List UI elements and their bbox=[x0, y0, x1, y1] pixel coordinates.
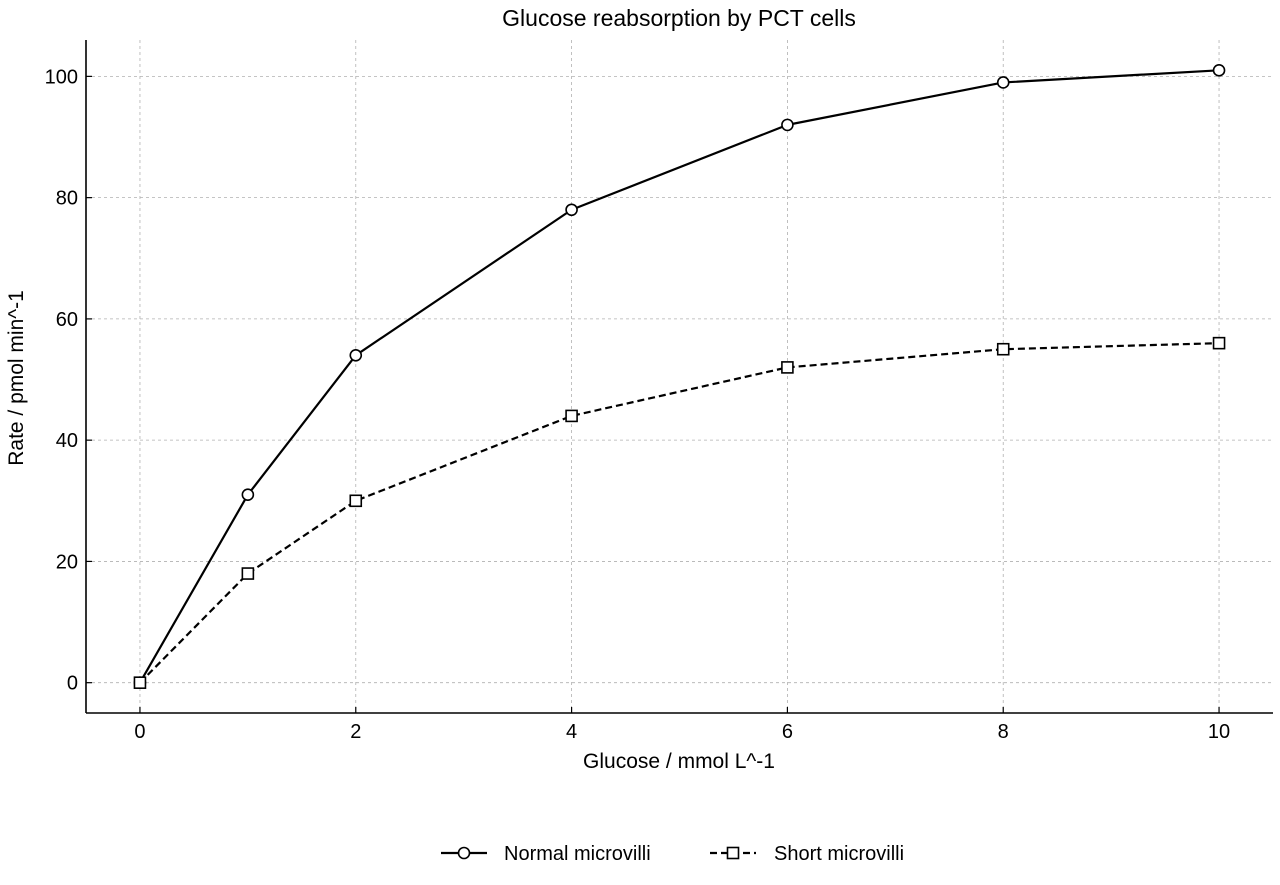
data-point-normal-microvilli bbox=[781, 118, 794, 132]
legend-item-normal-microvilli: Normal microvilli bbox=[441, 843, 651, 865]
y-tick-label: 80 bbox=[56, 188, 78, 210]
data-point-normal-microvilli bbox=[241, 488, 255, 502]
x-tick-label: 8 bbox=[998, 721, 1009, 743]
x-tick-label: 0 bbox=[134, 721, 145, 743]
x-tick-label: 4 bbox=[566, 721, 577, 743]
data-point-short-microvilli bbox=[996, 342, 1010, 356]
data-point-normal-microvilli bbox=[996, 76, 1010, 89]
x-axis-label: Glucose / mmol L^-1 bbox=[583, 750, 775, 773]
series-layer bbox=[133, 64, 1226, 689]
data-point-short-microvilli bbox=[1212, 336, 1226, 350]
legend-marker-short-microvilli bbox=[726, 846, 740, 860]
series-short-microvilli bbox=[133, 336, 1226, 689]
data-point-short-microvilli bbox=[781, 361, 794, 374]
grid bbox=[86, 40, 1273, 713]
legend-item-short-microvilli: Short microvilli bbox=[710, 843, 904, 865]
y-axis-label: Rate / pmol min^-1 bbox=[5, 290, 28, 466]
x-tick-label: 2 bbox=[350, 721, 361, 743]
legend: Normal microvilli Short microvilli bbox=[441, 843, 904, 865]
data-point-normal-microvilli bbox=[1212, 64, 1226, 77]
y-tick-label: 100 bbox=[45, 66, 78, 88]
series-line-normal-microvilli bbox=[139, 69, 1220, 684]
legend-marker-normal-microvilli bbox=[457, 846, 471, 860]
data-point-short-microvilli bbox=[349, 494, 363, 508]
y-tick-label: 20 bbox=[56, 551, 78, 573]
data-point-normal-microvilli bbox=[349, 348, 363, 362]
data-point-normal-microvilli bbox=[565, 203, 578, 217]
y-tick-label: 60 bbox=[56, 309, 78, 331]
data-point-short-microvilli bbox=[565, 409, 578, 423]
legend-label-short-microvilli: Short microvilli bbox=[774, 843, 904, 865]
data-point-short-microvilli bbox=[241, 567, 255, 580]
x-tick-label: 6 bbox=[782, 721, 793, 743]
series-normal-microvilli bbox=[133, 64, 1226, 689]
series-line-short-microvilli bbox=[139, 342, 1220, 684]
x-tick-label: 10 bbox=[1208, 721, 1230, 743]
y-tick-label: 0 bbox=[67, 673, 78, 695]
chart-title: Glucose reabsorption by PCT cells bbox=[502, 5, 856, 31]
data-point-short-microvilli bbox=[133, 676, 147, 689]
y-tick-label: 40 bbox=[56, 430, 78, 452]
legend-label-normal-microvilli: Normal microvilli bbox=[504, 843, 651, 865]
